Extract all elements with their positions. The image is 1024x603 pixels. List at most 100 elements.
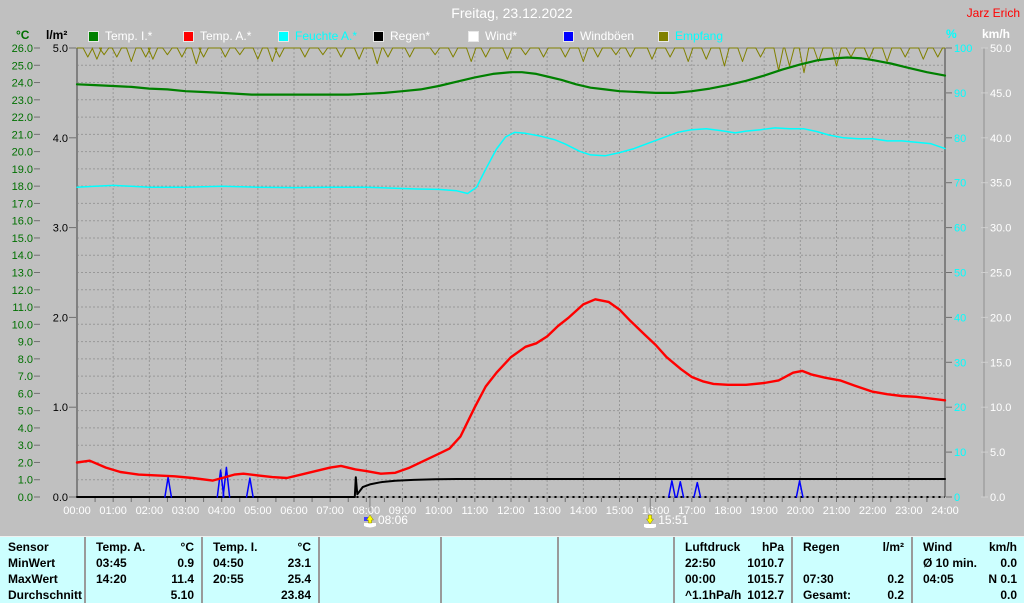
- rain-tick-label: 0.0: [53, 492, 68, 504]
- cell-value: 0.9: [177, 556, 194, 570]
- x-tick-label: 14:00: [570, 505, 598, 517]
- cell-time: 14:20: [96, 572, 127, 586]
- cell-time: Ø 10 min.: [923, 556, 978, 570]
- col-header: Temp. I. °C: [203, 539, 318, 555]
- temp-tick-label: 25.0: [12, 60, 33, 72]
- rain-tick-label: 3.0: [53, 223, 68, 235]
- table-cell: 20:55 25.4: [203, 571, 318, 587]
- wind-tick-label: 20.0: [990, 312, 1011, 324]
- legend-label: Windböen: [580, 29, 635, 43]
- temp-tick-label: 21.0: [12, 129, 33, 141]
- temp-tick-label: 6.0: [18, 388, 33, 400]
- rain-tick-label: 5.0: [53, 43, 68, 55]
- temp-tick-label: 17.0: [12, 198, 33, 210]
- temp-tick-label: 0.0: [18, 492, 33, 504]
- series-windben-line: [795, 480, 804, 498]
- temp-tick-label: 13.0: [12, 268, 33, 280]
- sunrise-marker: 08:06: [363, 514, 408, 528]
- temp-tick-label: 16.0: [12, 216, 33, 228]
- cell-time: 03:45: [96, 556, 127, 570]
- humidity-tick-label: 60: [954, 223, 966, 235]
- series-windben-line: [676, 480, 685, 498]
- temp-tick-label: 3.0: [18, 440, 33, 452]
- series-windben-line: [667, 480, 676, 498]
- x-tick-label: 09:00: [389, 505, 417, 517]
- col-header: Wind km/h: [913, 539, 1024, 555]
- col-header: [442, 539, 557, 555]
- cell-value: 23.1: [287, 556, 311, 570]
- table-cell: 14:20 11.4: [86, 571, 201, 587]
- legend-swatch: [373, 30, 384, 42]
- x-tick-label: 16:00: [642, 505, 670, 517]
- table-col-regen: Regen l/m² 07:30 0.2 Gesamt: 0.2: [793, 537, 913, 603]
- legend-item-feuchtea: Feuchte A.*: [278, 29, 357, 43]
- x-tick-label: 21:00: [823, 505, 851, 517]
- legend-label: Regen*: [390, 29, 431, 43]
- temp-tick-label: 5.0: [18, 406, 33, 418]
- legend-swatch: [278, 30, 289, 42]
- table-col-sensor: Sensor MinWert MaxWert Durchschnitt: [0, 537, 86, 603]
- humidity-tick-label: 10: [954, 447, 966, 459]
- x-tick-label: 00:00: [63, 505, 91, 517]
- sunset-icon: [644, 514, 657, 528]
- table-cell: [442, 555, 557, 571]
- series-tempi-line: [75, 56, 947, 96]
- table-cell: [320, 571, 440, 587]
- cell-value: 5.10: [170, 588, 194, 602]
- col-header: Regen l/m²: [793, 539, 911, 555]
- x-tick-label: 10:00: [425, 505, 453, 517]
- table-cell: 00:00 1015.7: [675, 571, 791, 587]
- temp-tick-label: 19.0: [12, 164, 33, 176]
- table-col-tempa: Temp. A. °C 03:45 0.9 14:20 11.4 5.10: [86, 537, 203, 603]
- cell-time: ^1.1hPa/h: [685, 588, 742, 602]
- wind-tick-label: 35.0: [990, 178, 1011, 190]
- humidity-tick-label: 30: [954, 357, 966, 369]
- humidity-tick-label: 80: [954, 133, 966, 145]
- legend-swatch: [658, 30, 669, 42]
- row-label: MaxWert: [8, 572, 58, 586]
- wind-tick-label: 15.0: [990, 357, 1011, 369]
- col-header: Luftdruck hPa: [675, 539, 791, 555]
- cell-value: N 0.1: [988, 572, 1017, 586]
- temp-tick-label: 1.0: [18, 475, 33, 487]
- rain-tick-label: 1.0: [53, 402, 68, 414]
- humidity-tick-label: 40: [954, 312, 966, 324]
- table-cell: 22:50 1010.7: [675, 555, 791, 571]
- row-label: Durchschnitt: [8, 588, 83, 602]
- temp-tick-label: 26.0: [12, 43, 33, 55]
- x-tick-label: 22:00: [859, 505, 887, 517]
- cell-value: 0.0: [1000, 556, 1017, 570]
- table-cell: ^1.1hPa/h 1012.7: [675, 587, 791, 603]
- table-col-empty-2: [320, 537, 442, 603]
- x-tick-label: 07:00: [316, 505, 344, 517]
- table-cell: 0.0: [913, 587, 1024, 603]
- series-empfang-line: [76, 47, 946, 74]
- table-col-tempi: Temp. I. °C 04:50 23.1 20:55 25.4 23.84: [203, 537, 320, 603]
- table-cell: [320, 587, 440, 603]
- x-tick-label: 15:00: [606, 505, 634, 517]
- temp-tick-label: 11.0: [12, 302, 33, 314]
- x-tick-label: 11:00: [461, 505, 488, 517]
- col-header: [559, 539, 673, 555]
- cell-time: Gesamt:: [803, 588, 852, 602]
- table-col-wind: Wind km/h Ø 10 min. 0.0 04:05 N 0.1 0.0: [913, 537, 1024, 603]
- wind-tick-label: 0.0: [990, 492, 1005, 504]
- table-cell: [559, 571, 673, 587]
- row-label: MinWert: [8, 556, 56, 570]
- table-cell: 03:45 0.9: [86, 555, 201, 571]
- sensor-name: Temp. I.: [213, 540, 258, 554]
- series-windben-line: [693, 481, 702, 498]
- temp-tick-label: 2.0: [18, 457, 33, 469]
- sunrise-time: 08:06: [377, 513, 408, 527]
- x-tick-label: 03:00: [172, 505, 200, 517]
- cell-value: 1012.7: [747, 588, 784, 602]
- table-cell: 07:30 0.2: [793, 571, 911, 587]
- x-tick-label: 06:00: [280, 505, 308, 517]
- cell-value: 23.84: [280, 588, 311, 602]
- humidity-tick-label: 70: [954, 178, 966, 190]
- cell-time: 07:30: [803, 572, 834, 586]
- legend-item-tempi: Temp. I.*: [88, 29, 152, 43]
- temp-tick-label: 4.0: [18, 423, 33, 435]
- humidity-tick-label: 90: [954, 88, 966, 100]
